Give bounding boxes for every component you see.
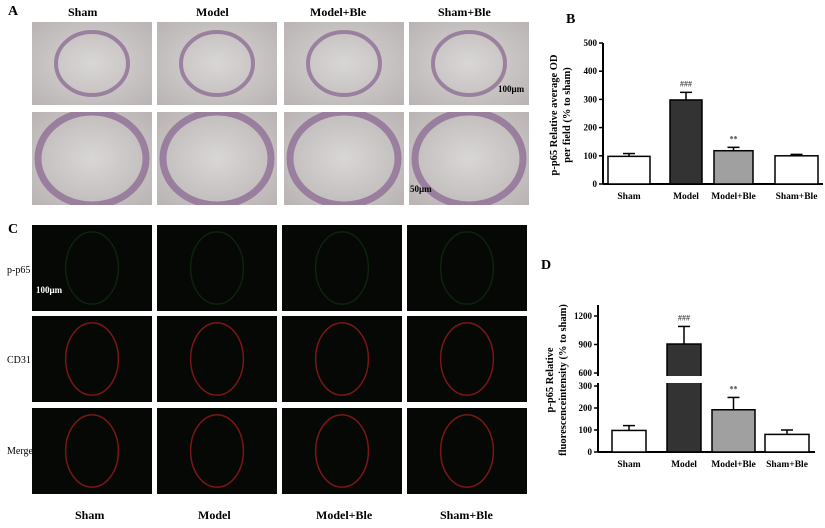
bar-sham bbox=[607, 155, 651, 185]
ihc-zoom-3 bbox=[409, 112, 529, 205]
x-tick-label: Model+Ble bbox=[711, 460, 755, 470]
fluor-2-1 bbox=[157, 408, 277, 494]
significance-label: ** bbox=[730, 134, 738, 143]
ihc-overview-2 bbox=[284, 22, 404, 105]
y-tick-label: 0 bbox=[593, 179, 598, 189]
bar-sham-ble bbox=[774, 155, 819, 185]
x-tick-label: Sham+Ble bbox=[766, 460, 808, 470]
y-tick-label: 1200 bbox=[574, 311, 593, 321]
y-axis-label: p-p65 Relative average OD bbox=[549, 54, 560, 175]
y-tick-label: 100 bbox=[584, 151, 598, 161]
ihc-zoom-0 bbox=[32, 112, 152, 205]
bar-model-ble bbox=[711, 409, 756, 453]
bar-break bbox=[666, 376, 702, 383]
significance-label: ** bbox=[730, 384, 738, 393]
c-row-p-p65: p-p65 bbox=[7, 265, 31, 276]
ihc-zoom-2 bbox=[284, 112, 404, 205]
ihc-overview-1 bbox=[157, 22, 277, 105]
scale-bar-a-bottom: 50μm bbox=[410, 184, 432, 194]
y-axis-label: per field (% to sham) bbox=[562, 67, 573, 163]
fluor-2-0 bbox=[32, 408, 152, 494]
y-tick-label: 900 bbox=[579, 340, 593, 350]
bar-model bbox=[666, 343, 702, 453]
c-col-model: Model bbox=[198, 508, 231, 522]
panel-label-c: C bbox=[8, 222, 19, 237]
y-tick-label: 300 bbox=[584, 94, 598, 104]
c-col-sham: Sham bbox=[75, 508, 105, 522]
y-axis-label: p-p65 Relative bbox=[545, 347, 556, 412]
y-tick-label: 100 bbox=[579, 425, 593, 435]
fluor-0-3 bbox=[407, 225, 527, 311]
fluor-1-3 bbox=[407, 316, 527, 402]
axis-break bbox=[595, 376, 601, 383]
fluor-0-2 bbox=[282, 225, 402, 311]
a-col-sham-ble: Sham+Ble bbox=[438, 5, 491, 19]
y-tick-label: 400 bbox=[584, 66, 598, 76]
fluor-1-2 bbox=[282, 316, 402, 402]
c-row-cd31: CD31 bbox=[7, 355, 31, 366]
y-tick-label: 200 bbox=[584, 123, 598, 133]
x-tick-label: Model bbox=[673, 192, 699, 202]
x-tick-label: Sham bbox=[617, 192, 640, 202]
fluor-0-1 bbox=[157, 225, 277, 311]
bar-model-ble bbox=[713, 149, 754, 185]
panel-label-a: A bbox=[8, 4, 19, 19]
panel-label-d: D bbox=[541, 258, 552, 273]
fluor-0-0 bbox=[32, 225, 152, 311]
scale-bar-a-top: 100μm bbox=[498, 84, 525, 94]
bar-model bbox=[669, 99, 703, 185]
y-tick-label: 0 bbox=[588, 447, 593, 457]
ihc-zoom-1 bbox=[157, 112, 277, 205]
fluor-2-2 bbox=[282, 408, 402, 494]
fluor-1-0 bbox=[32, 316, 152, 402]
y-tick-label: 200 bbox=[579, 403, 593, 413]
x-tick-label: Model bbox=[671, 460, 697, 470]
bar-sham-ble bbox=[764, 433, 810, 453]
c-row-merge: Merge bbox=[7, 446, 33, 457]
significance-label: ### bbox=[678, 313, 690, 322]
ihc-overview-3 bbox=[409, 22, 529, 105]
c-col-sham-ble: Sham+Ble bbox=[440, 508, 493, 522]
y-tick-label: 600 bbox=[579, 368, 593, 378]
y-tick-label: 500 bbox=[584, 38, 598, 48]
fluor-1-1 bbox=[157, 316, 277, 402]
x-tick-label: Sham+Ble bbox=[776, 192, 818, 202]
significance-label: ### bbox=[680, 79, 692, 88]
a-col-model: Model bbox=[196, 5, 229, 19]
c-col-model-ble: Model+Ble bbox=[316, 508, 373, 522]
a-col-model-ble: Model+Ble bbox=[310, 5, 367, 19]
y-axis-label: fluorescenceintensity (% to sham) bbox=[558, 304, 569, 456]
y-tick-label: 300 bbox=[579, 381, 593, 391]
panel-label-b: B bbox=[566, 12, 576, 27]
scale-bar-c: 100μm bbox=[36, 285, 63, 295]
x-tick-label: Model+Ble bbox=[711, 192, 755, 202]
x-tick-label: Sham bbox=[617, 460, 640, 470]
bar-sham bbox=[611, 429, 647, 453]
ihc-overview-0 bbox=[32, 22, 152, 105]
fluor-2-3 bbox=[407, 408, 527, 494]
a-col-sham: Sham bbox=[68, 5, 98, 19]
